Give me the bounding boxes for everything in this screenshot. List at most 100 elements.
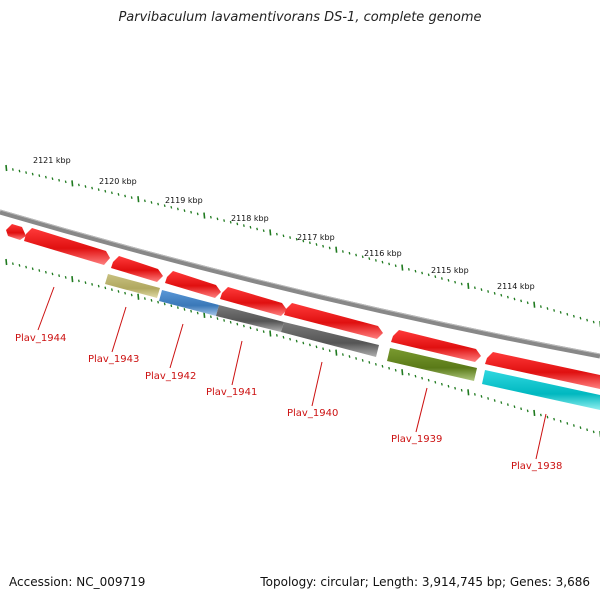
- minor-tick: [275, 232, 278, 236]
- major-tick: [401, 264, 404, 271]
- minor-tick: [130, 293, 133, 297]
- minor-tick: [460, 388, 463, 392]
- minor-tick: [454, 280, 457, 284]
- gene-arrow[interactable]: [165, 271, 221, 298]
- minor-tick: [361, 359, 364, 362]
- gene-arrow[interactable]: [391, 330, 481, 362]
- gene-arrow-plav-1940[interactable]: [281, 322, 379, 357]
- minor-tick: [388, 262, 391, 266]
- minor-tick: [190, 210, 193, 214]
- minor-tick: [91, 186, 94, 190]
- minor-tick: [553, 309, 556, 312]
- minor-tick: [236, 322, 239, 326]
- major-tick: [269, 330, 272, 337]
- minor-tick: [341, 353, 344, 356]
- minor-tick: [97, 188, 100, 191]
- minor-tick: [209, 215, 212, 219]
- minor-tick: [579, 316, 582, 320]
- minor-tick: [407, 268, 410, 271]
- gene-arrow-plav-1943[interactable]: [105, 274, 160, 298]
- gene-upper-lane: [6, 224, 600, 389]
- minor-tick: [124, 291, 127, 295]
- kbp-label: 2118 kbp: [231, 214, 269, 223]
- minor-tick: [592, 430, 595, 434]
- minor-tick: [434, 275, 437, 279]
- minor-tick: [150, 201, 153, 204]
- minor-tick: [355, 357, 358, 360]
- gene-arrow[interactable]: [485, 352, 600, 389]
- minor-tick: [394, 368, 397, 372]
- minor-tick: [31, 172, 34, 176]
- minor-tick: [117, 290, 120, 293]
- minor-tick: [256, 328, 259, 332]
- minor-tick: [163, 302, 166, 306]
- gene-arrow-plav-1942[interactable]: [159, 290, 219, 316]
- minor-tick: [216, 317, 219, 320]
- genome-stats-text: Topology: circular; Length: 3,914,745 bp…: [260, 575, 590, 589]
- major-tick: [533, 301, 536, 308]
- minor-tick: [315, 345, 318, 349]
- minor-tick: [31, 267, 34, 271]
- minor-tick: [130, 196, 133, 199]
- minor-tick: [183, 209, 186, 212]
- minor-tick: [77, 279, 80, 283]
- minor-tick: [348, 251, 351, 255]
- gene-arrow[interactable]: [111, 256, 163, 282]
- kbp-label: 2116 kbp: [364, 249, 402, 258]
- minor-tick: [295, 237, 298, 241]
- minor-tick: [427, 273, 430, 277]
- minor-tick: [566, 422, 569, 425]
- minor-tick: [104, 286, 107, 290]
- minor-tick: [223, 319, 226, 322]
- gene-label-plav-1940: Plav_1940: [287, 408, 338, 419]
- minor-tick: [328, 349, 331, 353]
- minor-tick: [289, 236, 292, 239]
- minor-tick: [520, 407, 523, 411]
- gene-label-plav-1943: Plav_1943: [88, 354, 139, 365]
- minor-tick: [553, 417, 556, 421]
- major-tick: [401, 369, 404, 376]
- minor-tick: [394, 264, 397, 268]
- minor-tick: [25, 171, 28, 174]
- minor-tick: [229, 320, 232, 324]
- gene-label-plav-1938: Plav_1938: [511, 461, 562, 472]
- minor-tick: [143, 199, 146, 203]
- gene-arrow[interactable]: [220, 287, 287, 316]
- minor-tick: [355, 253, 358, 257]
- gene-arrow[interactable]: [6, 224, 26, 240]
- gene-arrow-plav-1938[interactable]: [482, 370, 600, 410]
- gene-arrow[interactable]: [24, 228, 110, 265]
- major-tick: [467, 282, 470, 289]
- minor-tick: [447, 278, 450, 282]
- minor-tick: [249, 225, 252, 229]
- major-tick: [5, 258, 8, 266]
- minor-tick: [559, 310, 562, 314]
- minor-tick: [229, 220, 232, 224]
- minor-tick: [487, 290, 490, 293]
- gene-label-plav-1941: Plav_1941: [206, 387, 257, 398]
- minor-tick: [295, 339, 298, 343]
- minor-tick: [262, 330, 265, 333]
- minor-tick: [51, 272, 54, 276]
- gene-arrow-plav-1941[interactable]: [216, 305, 284, 332]
- minor-tick: [572, 424, 575, 427]
- minor-tick: [513, 297, 516, 301]
- gene-arrow-plav-1939[interactable]: [387, 348, 477, 381]
- kbp-label: 2120 kbp: [99, 177, 137, 186]
- minor-tick: [381, 260, 384, 264]
- minor-tick: [97, 284, 100, 288]
- minor-tick: [434, 380, 437, 384]
- major-tick: [467, 389, 470, 396]
- minor-tick: [493, 291, 496, 295]
- gene-label-plav-1939: Plav_1939: [391, 434, 442, 445]
- minor-tick: [421, 376, 424, 380]
- minor-tick: [64, 276, 67, 279]
- minor-tick: [559, 419, 562, 423]
- minor-tick: [388, 366, 391, 370]
- minor-tick: [447, 384, 450, 388]
- gene-arrow[interactable]: [284, 303, 383, 339]
- major-tick: [533, 409, 536, 416]
- minor-tick: [163, 204, 166, 208]
- minor-tick: [91, 283, 94, 286]
- minor-tick: [77, 183, 80, 187]
